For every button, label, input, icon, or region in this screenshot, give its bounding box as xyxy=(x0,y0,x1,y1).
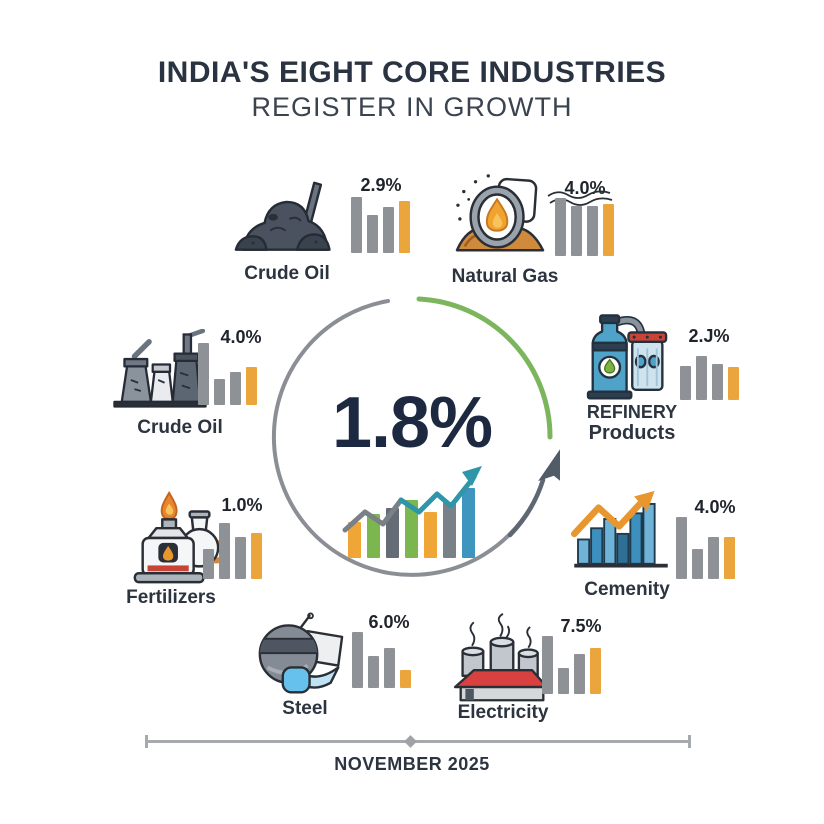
trend-line-gray xyxy=(342,497,404,533)
industry-bars xyxy=(555,198,614,256)
bar xyxy=(724,537,735,579)
bar xyxy=(246,367,257,405)
industry-bars xyxy=(351,195,410,253)
industry-label: Crude Oil xyxy=(137,417,223,438)
industry-value: 7.5% xyxy=(560,616,602,636)
industry-bars xyxy=(542,634,601,694)
industry-label: Fertilizers xyxy=(126,587,216,608)
industry-card-refinery-products: 2.J% REFINERY Products xyxy=(572,300,772,450)
bar xyxy=(198,343,209,405)
gas-flame-icon xyxy=(455,174,545,252)
timeline-tick-end xyxy=(688,735,691,748)
industry-value: 4.0% xyxy=(220,327,262,347)
center-circle-arc xyxy=(271,296,560,577)
industry-card-crude-oil-left: 4.0% Crude Oil xyxy=(108,325,308,445)
bar xyxy=(368,656,379,688)
steel-coil-icon xyxy=(258,612,344,694)
trend-bar xyxy=(405,500,418,558)
bar xyxy=(542,636,553,694)
bar xyxy=(680,366,691,400)
industry-card-crude-oil-top: 2.9% Crude Oil xyxy=(230,175,430,295)
timeline-tick-start xyxy=(145,735,148,748)
trend-bars xyxy=(348,488,475,558)
industry-card-fertilizers: 1.0% Fertilizers xyxy=(115,485,315,615)
industry-value: 4.0% xyxy=(694,497,736,517)
industry-bars xyxy=(203,517,262,579)
bar xyxy=(590,648,601,694)
industry-label: Cemenity xyxy=(584,579,670,600)
industry-value: 4.0% xyxy=(564,178,606,198)
bar xyxy=(351,197,362,253)
industry-label: REFINERY xyxy=(586,402,678,422)
center-trend-chart xyxy=(342,466,482,558)
overall-growth-value: 1.8% xyxy=(331,383,493,463)
trend-bar xyxy=(443,502,456,558)
bar xyxy=(571,206,582,256)
industry-bars xyxy=(198,341,257,405)
industry-label: Electricity xyxy=(457,702,549,723)
bar xyxy=(203,549,214,579)
gray-arc xyxy=(271,299,545,577)
industry-bars xyxy=(676,517,735,579)
refinery-products-icon xyxy=(586,314,668,400)
trend-bar xyxy=(348,522,361,558)
industry-label: Natural Gas xyxy=(451,266,559,287)
bar xyxy=(603,204,614,256)
bar xyxy=(235,537,246,579)
bar xyxy=(692,549,703,579)
trend-arrowhead-icon xyxy=(462,466,482,486)
bar xyxy=(230,372,241,405)
growth-chart-icon xyxy=(570,490,668,568)
trend-bar xyxy=(386,508,399,558)
bar xyxy=(712,364,723,400)
industry-card-natural-gas: 4.0% Natural Gas xyxy=(450,170,650,295)
bar xyxy=(728,367,739,400)
dark-arc-segment xyxy=(507,477,546,538)
industry-card-cemenity: 4.0% Cemenity xyxy=(568,485,768,605)
industry-bars xyxy=(352,632,411,688)
coal-pile-icon xyxy=(234,181,331,251)
timeline-line xyxy=(147,740,690,743)
industry-label: Crude Oil xyxy=(244,263,330,284)
trend-bar xyxy=(462,488,475,558)
arrowhead-icon xyxy=(538,445,560,485)
page-subtitle: REGISTER IN GROWTH xyxy=(251,92,573,122)
industry-value: 2.9% xyxy=(360,175,402,195)
bar xyxy=(219,523,230,579)
bar xyxy=(399,201,410,253)
industry-card-electricity: 7.5% Electricity xyxy=(448,608,648,726)
industry-value: 1.0% xyxy=(221,495,263,515)
green-arc xyxy=(416,296,553,440)
bar xyxy=(696,356,707,400)
bar xyxy=(352,632,363,688)
industry-value: 2.J% xyxy=(688,326,730,346)
timeline-label: NOVEMBER 2025 xyxy=(334,754,490,774)
industry-value: 6.0% xyxy=(368,612,410,632)
bar xyxy=(383,207,394,253)
bar xyxy=(367,215,378,253)
refinery-towers-icon xyxy=(113,329,207,408)
bar xyxy=(587,206,598,256)
bar xyxy=(558,668,569,694)
timeline-marker xyxy=(404,735,417,748)
bar xyxy=(708,537,719,579)
page-title: INDIA'S EIGHT CORE INDUSTRIES xyxy=(157,56,667,89)
bar xyxy=(400,670,411,688)
trend-line-teal xyxy=(398,474,477,515)
bar xyxy=(555,198,566,256)
trend-bar xyxy=(424,512,437,558)
bar xyxy=(251,533,262,579)
bar xyxy=(574,654,585,694)
bar xyxy=(384,648,395,688)
bar xyxy=(676,517,687,579)
industry-card-steel: 6.0% Steel xyxy=(252,608,452,723)
power-plant-icon xyxy=(453,613,549,702)
burner-lamp-icon xyxy=(133,490,228,584)
industry-label-line2: Products xyxy=(588,422,676,444)
industry-label: Steel xyxy=(282,698,328,719)
industry-bars xyxy=(680,354,739,400)
bar xyxy=(214,379,225,405)
trend-bar xyxy=(367,514,380,558)
